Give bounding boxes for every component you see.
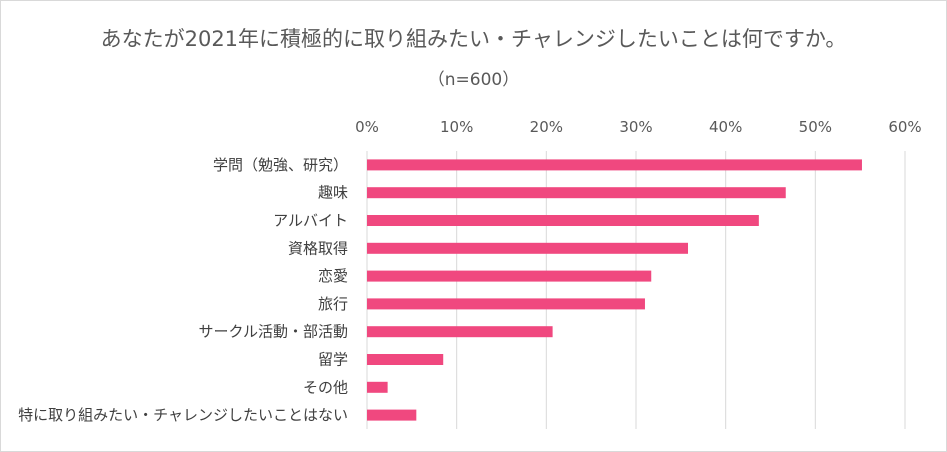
chart-title: あなたが2021年に積極的に取り組みたい・チャレンジしたいことは何ですか。 (100, 27, 847, 51)
category-label: アルバイト (273, 212, 348, 230)
category-label: サークル活動・部活動 (198, 323, 348, 341)
category-label: その他 (303, 378, 348, 396)
x-tick-label: 0% (355, 118, 379, 136)
bar (367, 298, 645, 310)
category-label: 資格取得 (288, 239, 348, 257)
bar (367, 187, 786, 199)
category-label: 恋愛 (318, 267, 348, 285)
x-tick-label: 20% (530, 118, 563, 136)
category-label: 留学 (318, 351, 348, 369)
x-tick-label: 50% (799, 118, 832, 136)
bar (367, 215, 759, 226)
bar (367, 409, 417, 421)
bar (367, 159, 862, 171)
chart-subtitle: （n=600） (427, 70, 520, 90)
x-tick-label: 30% (619, 118, 652, 136)
category-label: 旅行 (318, 295, 348, 313)
x-tick-label: 10% (440, 118, 473, 136)
bar (367, 270, 652, 282)
category-label: 趣味 (318, 184, 348, 202)
category-label: 学問（勉強、研究） (213, 156, 348, 174)
x-tick-label: 60% (888, 118, 921, 136)
x-tick-label: 40% (709, 118, 742, 136)
bar (367, 242, 689, 254)
bar (367, 381, 388, 393)
bar (367, 354, 444, 365)
bar (367, 326, 553, 338)
category-label: 特に取り組みたい・チャレンジしたいことはない (18, 406, 348, 424)
